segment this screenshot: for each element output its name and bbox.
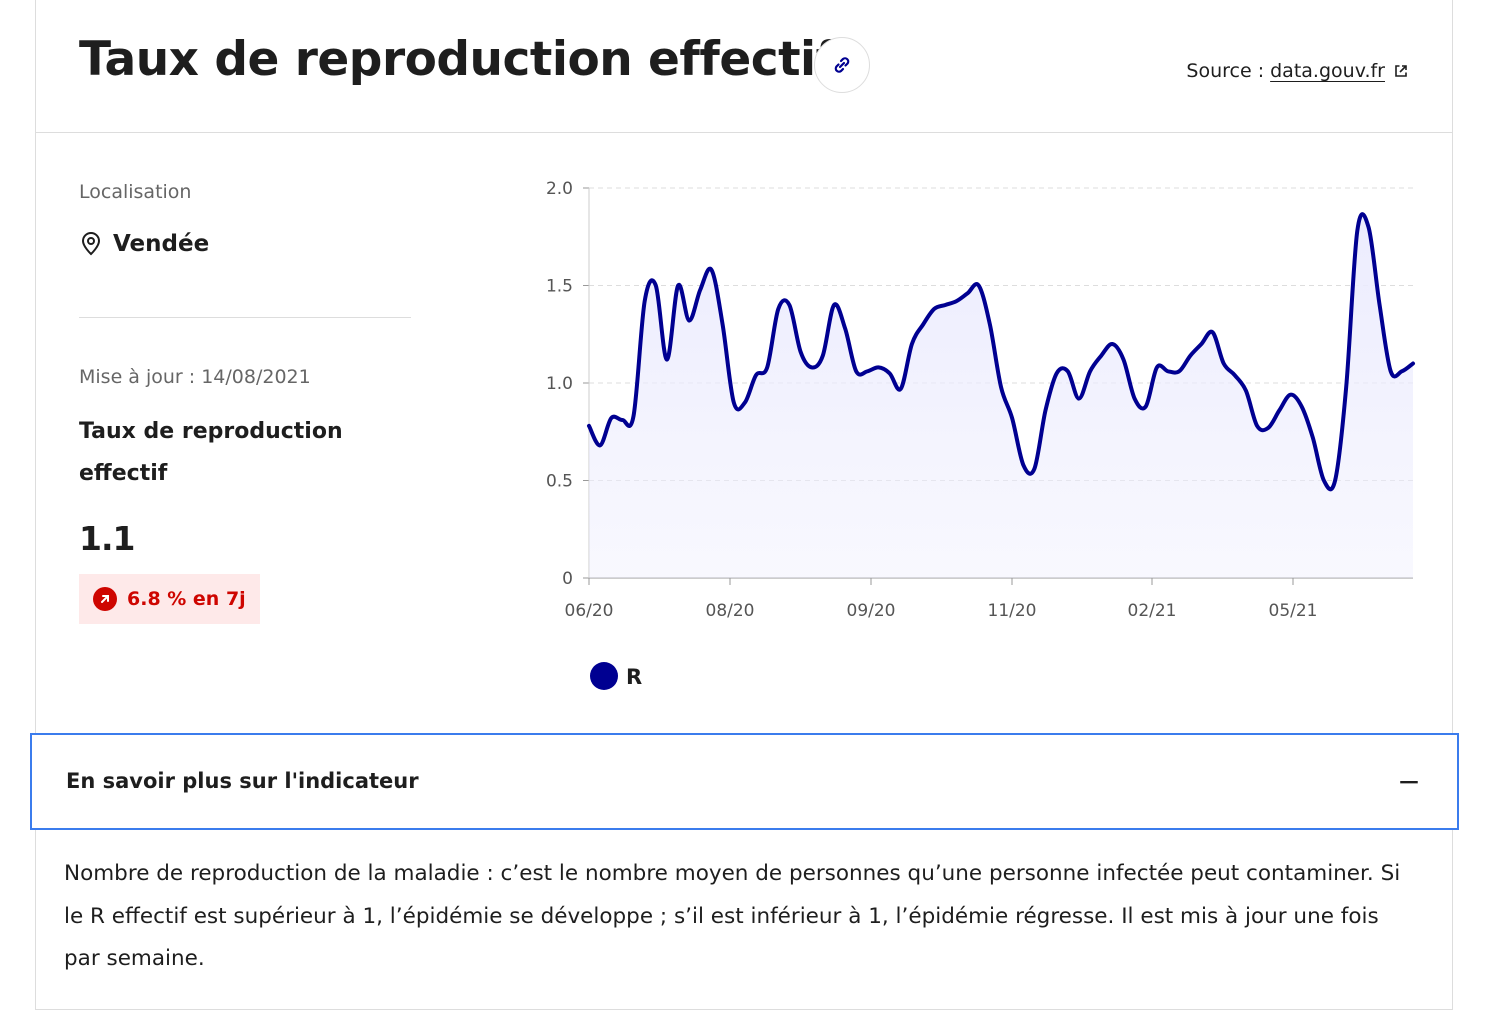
source: Source : data.gouv.fr bbox=[1186, 60, 1409, 82]
r-line-chart: 0 0.5 1.0 1.5 2.0 06/20 08/20 09/20 11/20 02/21 05… bbox=[546, 179, 1415, 690]
legend-marker-r bbox=[590, 662, 618, 690]
indicator-card: Taux de reproduction effectif Source : d… bbox=[35, 0, 1453, 1010]
y-tick-label: 0.5 bbox=[546, 472, 573, 492]
indicator-value: 1.1 bbox=[79, 519, 135, 558]
x-tick-label: 06/20 bbox=[565, 601, 614, 621]
y-tick-label: 0 bbox=[562, 569, 573, 589]
location-label: Localisation bbox=[79, 181, 192, 203]
x-tick-label: 09/20 bbox=[847, 601, 896, 621]
external-link-icon bbox=[1395, 65, 1407, 77]
map-pin-icon bbox=[81, 231, 101, 256]
x-tick-label: 11/20 bbox=[988, 601, 1037, 621]
copy-link-button[interactable] bbox=[814, 37, 870, 93]
source-link[interactable]: data.gouv.fr bbox=[1270, 60, 1409, 82]
trend-badge: 6.8 % en 7j bbox=[79, 574, 260, 624]
area-fill bbox=[589, 214, 1413, 578]
x-tick-label: 05/21 bbox=[1269, 601, 1318, 621]
divider bbox=[79, 317, 411, 318]
x-tick-label: 02/21 bbox=[1128, 601, 1177, 621]
y-tick-label: 1.5 bbox=[546, 277, 573, 297]
arrow-up-right-icon bbox=[93, 587, 117, 611]
source-link-text: data.gouv.fr bbox=[1270, 60, 1385, 82]
page-title: Taux de reproduction effectif bbox=[79, 32, 836, 87]
indicator-name: Taux de reproduction effectif bbox=[79, 419, 343, 486]
indicator-description: Nombre de reproduction de la maladie : c… bbox=[64, 861, 1401, 971]
collapse-icon[interactable]: − bbox=[1397, 764, 1421, 798]
legend-label-r: R bbox=[626, 665, 642, 689]
location: Vendée bbox=[79, 231, 209, 257]
source-label: Source : bbox=[1186, 60, 1265, 82]
series-line-r bbox=[587, 212, 1415, 492]
trend-text: 6.8 % en 7j bbox=[127, 588, 246, 610]
y-tick-label: 1.0 bbox=[546, 374, 573, 394]
accordion-header[interactable]: En savoir plus sur l'indicateur − bbox=[30, 733, 1459, 830]
accordion-title: En savoir plus sur l'indicateur bbox=[66, 769, 419, 793]
location-value: Vendée bbox=[113, 231, 210, 257]
update-date: Mise à jour : 14/08/2021 bbox=[79, 366, 311, 388]
link-icon bbox=[834, 57, 850, 73]
y-tick-label: 2.0 bbox=[546, 179, 573, 199]
card-header: Taux de reproduction effectif Source : d… bbox=[36, 0, 1452, 133]
x-tick-label: 08/20 bbox=[706, 601, 755, 621]
